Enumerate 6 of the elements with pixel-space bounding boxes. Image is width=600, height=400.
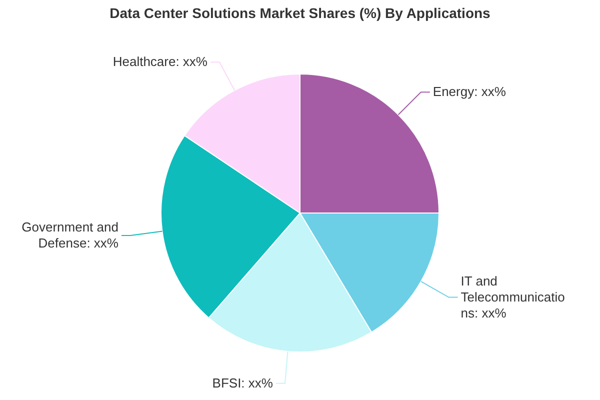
chart-title: Data Center Solutions Market Shares (%) By Applications xyxy=(110,5,491,21)
slice-label: IT and Telecommunications: xx% xyxy=(460,273,565,320)
slice-label: Energy: xx% xyxy=(432,84,506,100)
slice-label: Healthcare: xx% xyxy=(112,54,208,70)
slice-label: BFSI: xx% xyxy=(212,375,274,390)
slice-label: Government and Defense: xx% xyxy=(22,220,119,250)
